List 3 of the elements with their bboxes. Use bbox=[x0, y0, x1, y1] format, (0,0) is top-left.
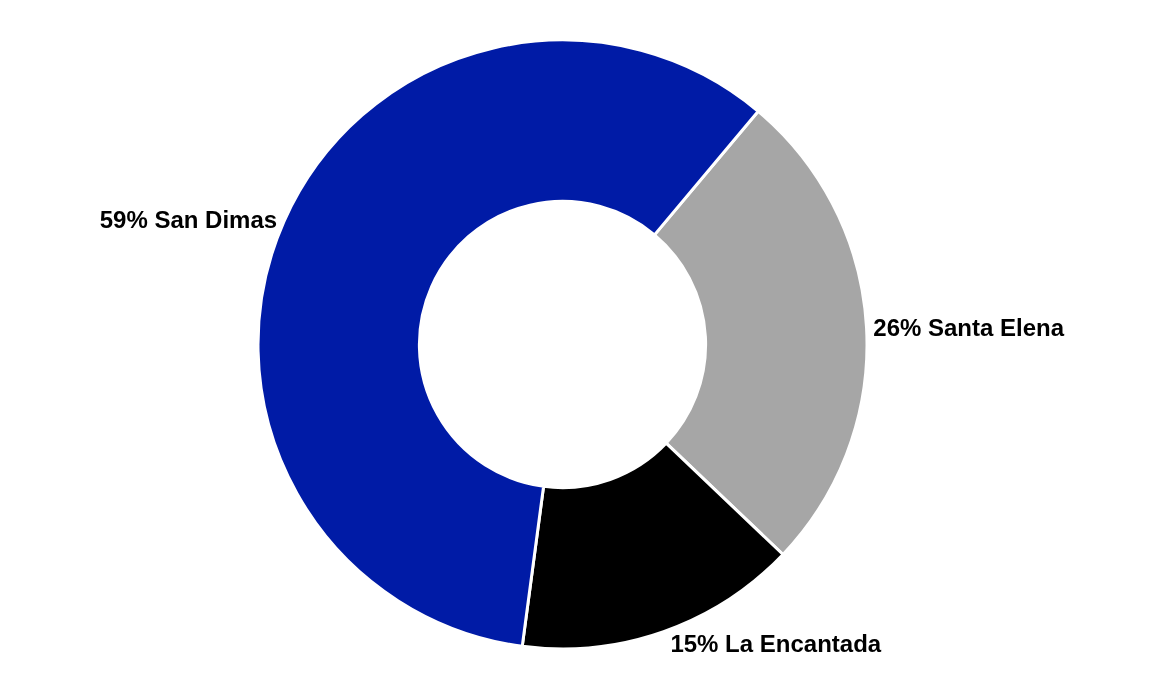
slice-label: 15% La Encantada bbox=[670, 630, 882, 658]
slice-label: 59% San Dimas bbox=[99, 205, 278, 233]
slice-label: 26% Santa Elena bbox=[873, 313, 1065, 341]
